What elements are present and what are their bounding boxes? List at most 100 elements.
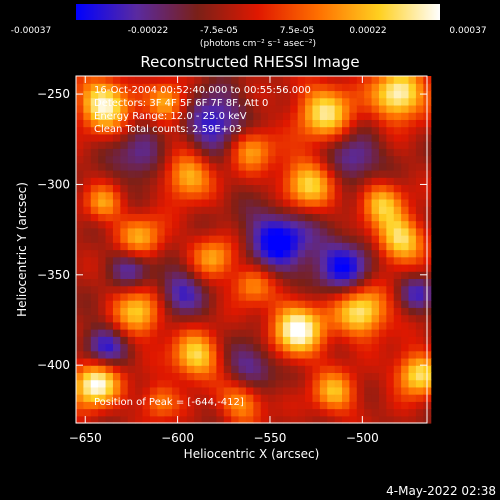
heatmap-cell <box>157 90 166 99</box>
heatmap-cell <box>127 271 136 280</box>
heatmap-cell <box>164 90 173 99</box>
heatmap-cell <box>238 285 247 294</box>
heatmap-cell <box>83 242 92 251</box>
heatmap-cell <box>83 379 92 388</box>
heatmap-cell <box>179 350 188 359</box>
heatmap-cell <box>105 394 114 402</box>
heatmap-cell <box>334 184 343 193</box>
heatmap-cell <box>142 314 151 323</box>
heatmap-cell <box>290 256 299 265</box>
heatmap-cell <box>157 394 166 402</box>
heatmap-cell <box>349 242 358 251</box>
heatmap-cell <box>245 321 254 330</box>
heatmap-cell <box>371 357 380 366</box>
heatmap-cell <box>260 206 269 214</box>
heatmap-cell <box>231 314 240 323</box>
heatmap-cell <box>112 242 121 251</box>
heatmap-cell <box>342 83 351 92</box>
heatmap-cell <box>268 177 277 186</box>
heatmap-cell <box>260 126 269 135</box>
heatmap-cell <box>76 249 84 258</box>
heatmap-cell <box>408 90 417 99</box>
heatmap-cell <box>157 415 166 424</box>
heatmap-cell <box>179 307 188 316</box>
heatmap-cell <box>393 314 402 323</box>
heatmap-cell <box>253 285 262 294</box>
heatmap-cell <box>76 365 84 373</box>
heatmap-cell <box>112 155 121 164</box>
heatmap-cell <box>378 126 387 135</box>
heatmap-cell <box>90 271 99 280</box>
heatmap-cell <box>282 104 291 113</box>
heatmap-cell <box>90 415 99 424</box>
heatmap-cell <box>253 401 262 410</box>
heatmap-cell <box>135 256 144 265</box>
heatmap-cell <box>201 343 210 352</box>
heatmap-cell <box>364 104 373 113</box>
heatmap-cell <box>83 357 92 366</box>
heatmap-cell <box>238 97 247 106</box>
heatmap-cell <box>290 97 299 106</box>
heatmap-cell <box>253 249 262 258</box>
heatmap-cell <box>238 184 247 193</box>
heatmap-cell <box>76 292 84 301</box>
heatmap-cell <box>216 379 225 388</box>
heatmap-cell <box>364 119 373 128</box>
heatmap-cell <box>297 343 306 352</box>
heatmap-cell <box>342 119 351 128</box>
heatmap-cell <box>378 321 387 330</box>
heatmap-cell <box>260 263 269 272</box>
heatmap-cell <box>120 227 129 236</box>
heatmap-cell <box>371 401 380 410</box>
heatmap-cell <box>179 379 188 388</box>
heatmap-cell <box>275 365 284 373</box>
heatmap-cell <box>179 292 188 301</box>
heatmap-cell <box>105 184 114 193</box>
heatmap-cell <box>112 256 121 265</box>
heatmap-cell <box>209 235 217 243</box>
heatmap-cell <box>364 133 373 142</box>
heatmap-cell <box>209 365 217 373</box>
heatmap-cell <box>356 415 365 424</box>
heatmap-cell <box>105 343 114 352</box>
heatmap-cell <box>275 242 284 251</box>
heatmap-cell <box>98 292 107 301</box>
heatmap-cell <box>120 104 129 113</box>
heatmap-cell <box>179 256 188 265</box>
heatmap-cell <box>319 336 328 345</box>
heatmap-cell <box>371 97 380 106</box>
heatmap-cell <box>209 126 217 135</box>
heatmap-cell <box>327 336 336 345</box>
heatmap-cell <box>349 141 358 149</box>
heatmap-cell <box>401 365 410 373</box>
heatmap-cell <box>83 314 92 323</box>
heatmap-cell <box>98 242 107 251</box>
heatmap-cell <box>334 169 343 178</box>
heatmap-cell <box>231 321 240 330</box>
heatmap-cell <box>334 206 343 214</box>
heatmap-cell <box>223 155 232 164</box>
heatmap-cell <box>216 415 225 424</box>
heatmap-cell <box>105 336 114 345</box>
heatmap-cell <box>142 394 151 402</box>
heatmap-cell <box>408 155 417 164</box>
peak-position-label: Position of Peak = [-644,-412] <box>94 397 244 408</box>
heatmap-cell <box>342 104 351 113</box>
heatmap-cell <box>401 141 410 149</box>
heatmap-cell <box>231 394 240 402</box>
heatmap-cell <box>386 415 395 424</box>
heatmap-cell <box>172 119 181 128</box>
heatmap-cell <box>415 242 424 251</box>
heatmap-cell <box>371 191 380 200</box>
heatmap-cell <box>164 386 173 395</box>
heatmap-cell <box>260 141 269 149</box>
heatmap-cell <box>238 104 247 113</box>
heatmap-cell <box>238 126 247 135</box>
heatmap-cell <box>112 119 121 128</box>
heatmap-cell <box>149 300 158 308</box>
heatmap-cell <box>393 365 402 373</box>
heatmap-cell <box>268 220 277 229</box>
heatmap-cell <box>142 278 151 287</box>
heatmap-cell <box>260 256 269 265</box>
heatmap-cell <box>297 329 306 337</box>
